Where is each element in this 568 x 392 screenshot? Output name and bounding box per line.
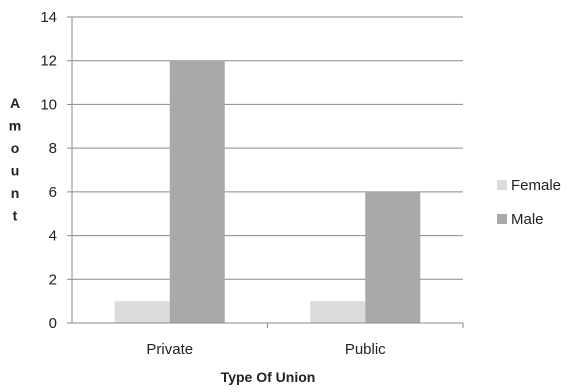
bars xyxy=(114,60,421,323)
legend-swatch-male xyxy=(497,214,507,224)
gridlines xyxy=(72,16,463,280)
y-axis-title-letter: m xyxy=(9,118,21,134)
y-axis-title-letter: o xyxy=(11,140,20,156)
y-tick-label: 10 xyxy=(40,96,57,113)
bar-female-public xyxy=(310,301,366,323)
bar-female-private xyxy=(114,301,170,323)
legend: Female Male xyxy=(497,177,561,228)
y-axis-title-letter: A xyxy=(10,95,20,111)
legend-label-female: Female xyxy=(511,177,561,194)
y-axis-title-letter: u xyxy=(11,163,20,179)
y-axis-title-letter: t xyxy=(13,208,18,224)
axes xyxy=(67,16,464,328)
y-tick-label: 4 xyxy=(49,228,57,245)
y-tick-label: 14 xyxy=(40,9,57,26)
bar-male-public xyxy=(365,191,421,323)
y-tick-label: 2 xyxy=(49,271,57,288)
x-tick-label: Public xyxy=(345,341,386,358)
y-tick-labels: 0 2 4 6 8 10 12 14 xyxy=(40,9,57,332)
y-axis-title-letter: n xyxy=(11,185,20,201)
y-tick-label: 6 xyxy=(49,184,57,201)
legend-swatch-female xyxy=(497,180,507,190)
y-tick-label: 0 xyxy=(49,315,57,332)
y-tick-label: 8 xyxy=(49,140,57,157)
x-axis-title: Type Of Union xyxy=(221,369,316,385)
x-tick-label: Private xyxy=(146,341,193,358)
bar-male-private xyxy=(169,60,225,323)
y-tick-label: 12 xyxy=(40,53,57,70)
legend-label-male: Male xyxy=(511,211,544,228)
x-tick-labels: Private Public xyxy=(146,341,386,358)
